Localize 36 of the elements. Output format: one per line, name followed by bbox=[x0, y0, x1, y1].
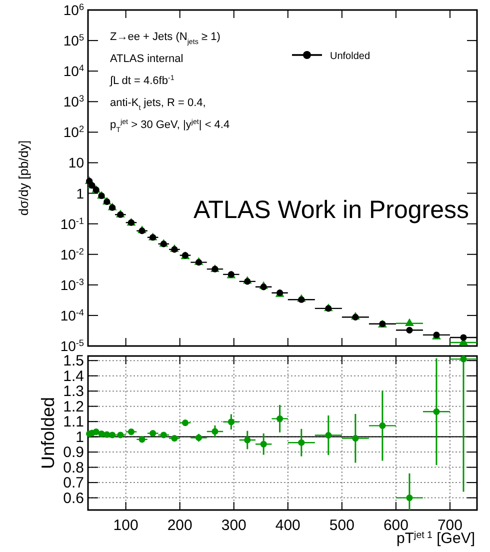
y-tick-label: 1.1 bbox=[63, 414, 84, 431]
y-tick-label: 10$^{-3}$ bbox=[60, 276, 84, 293]
annotation: Z→ee + Jets (N$_{jets}$ ≥ 1) bbox=[110, 31, 220, 46]
y-tick-label: 10$^{-2}$ bbox=[60, 246, 84, 262]
annotation: p$_{T}$$^{jet}$ > 30 GeV, |y$^{jet}$| < 4.4 bbox=[110, 118, 230, 134]
y-tick-label: 0.9 bbox=[63, 444, 84, 462]
y-tick-label: 1.4 bbox=[63, 368, 84, 385]
y-tick-label: 10 bbox=[68, 154, 84, 171]
y-tick-label: 10$^{4}$ bbox=[63, 63, 84, 80]
y-tick-label: 0.8 bbox=[63, 459, 84, 476]
x-tick-label: 100 bbox=[113, 517, 138, 534]
x-tick-label: 200 bbox=[167, 517, 192, 534]
y-axis-title: dσ/dy [pb/dy] bbox=[16, 140, 31, 216]
y-tick-label: 1.3 bbox=[63, 383, 84, 400]
y-tick-label: 0.6 bbox=[63, 490, 84, 507]
annotation: ATLAS internal bbox=[110, 53, 184, 65]
y-tick-label: 10$^{-1}$ bbox=[60, 216, 84, 232]
annotation: anti-K$_{t}$ jets, R = 0.4, bbox=[110, 97, 206, 112]
x-tick-label: 500 bbox=[329, 517, 354, 534]
x-tick-label: 400 bbox=[275, 517, 300, 534]
y-tick-label: 10$^{3}$ bbox=[63, 94, 84, 110]
y-tick-label: 10$^{-4}$ bbox=[60, 307, 84, 324]
annotation: ATLAS Work in Progress bbox=[193, 196, 469, 224]
y-tick-label: 10$^{-5}$ bbox=[60, 338, 84, 354]
y-tick-label: 1 bbox=[76, 428, 84, 446]
legend-label: Unfolded bbox=[330, 51, 370, 62]
x-tick-label: 300 bbox=[221, 517, 246, 534]
annotation: ∫L dt = 4.6fb$^{-1}$ bbox=[109, 74, 174, 87]
y-axis-title: Unfolded bbox=[38, 396, 58, 470]
y-tick-label: 10$^{2}$ bbox=[63, 124, 84, 140]
y-tick-label: 0.7 bbox=[63, 474, 84, 492]
y-tick-label: 10$^{6}$ bbox=[63, 2, 84, 18]
y-tick-label: 1 bbox=[76, 185, 84, 202]
y-tick-label: 10$^{5}$ bbox=[63, 32, 84, 49]
y-tick-label: 1.5 bbox=[63, 352, 84, 370]
y-tick-label: 1.2 bbox=[63, 398, 84, 416]
